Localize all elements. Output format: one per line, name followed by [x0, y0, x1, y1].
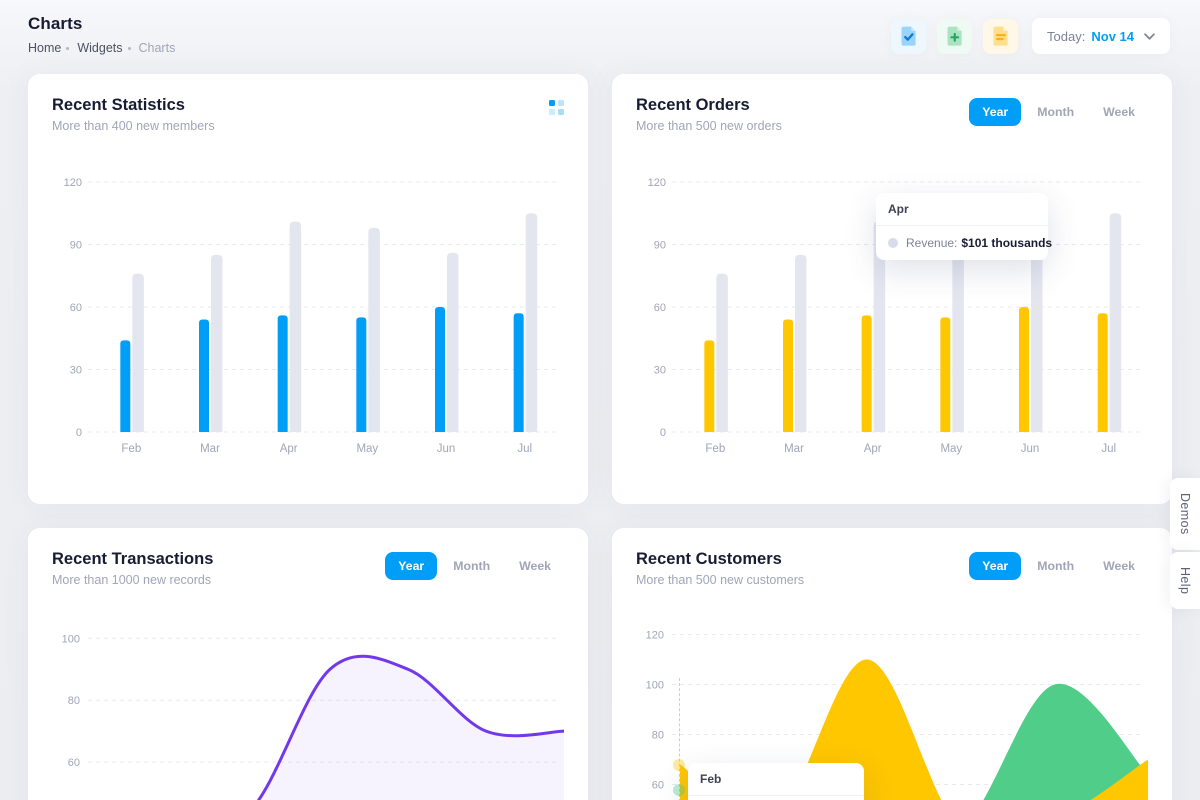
svg-text:120: 120	[646, 630, 664, 642]
top-toolbar: Today: Nov 14	[891, 18, 1170, 54]
svg-text:May: May	[356, 443, 378, 455]
period-tabs: Year Month Week	[969, 552, 1148, 580]
chevron-down-icon	[1144, 32, 1155, 40]
dots-grid-icon	[549, 100, 564, 115]
card-title: Recent Customers	[636, 550, 782, 568]
transactions-line-chart[interactable]: 60 80 100	[52, 612, 564, 800]
tab-week[interactable]: Week	[519, 559, 551, 573]
svg-text:60: 60	[652, 780, 664, 792]
breadcrumb-separator-icon	[127, 46, 131, 50]
customers-area-chart[interactable]: 60 80 100 120	[636, 612, 1148, 800]
chart-tooltip: Apr Revenue: $101 thousands	[876, 193, 1052, 260]
svg-text:120: 120	[648, 177, 666, 189]
tooltip-series-label: Revenue:	[906, 236, 958, 250]
breadcrumb-separator-icon	[66, 46, 70, 50]
recent-customers-card: Recent Customers More than 500 new custo…	[612, 528, 1172, 800]
svg-text:Jun: Jun	[1021, 443, 1040, 455]
date-picker-label: Today:	[1047, 28, 1086, 44]
svg-text:Jul: Jul	[1101, 443, 1116, 455]
svg-text:Mar: Mar	[200, 443, 220, 455]
card-subtitle: More than 500 new orders	[636, 119, 782, 133]
file-lines-icon	[993, 26, 1008, 46]
file-plus-icon	[947, 26, 962, 46]
page-header: Charts Home Widgets Charts	[28, 14, 175, 55]
card-subtitle: More than 400 new members	[52, 119, 215, 133]
page-title: Charts	[28, 14, 83, 33]
file-plus-button[interactable]	[937, 18, 973, 54]
svg-text:60: 60	[70, 302, 82, 314]
breadcrumb-home[interactable]: Home	[28, 41, 62, 55]
svg-text:80: 80	[652, 730, 664, 742]
chart-tooltip: Feb	[688, 763, 864, 800]
file-check-button[interactable]	[891, 18, 927, 54]
help-side-tab[interactable]: Help	[1170, 552, 1200, 610]
card-title: Recent Statistics	[52, 96, 185, 114]
svg-text:Jun: Jun	[437, 443, 456, 455]
svg-text:100: 100	[62, 633, 80, 645]
breadcrumb-widgets[interactable]: Widgets	[77, 41, 123, 55]
svg-text:Feb: Feb	[121, 443, 141, 455]
period-tabs: Year Month Week	[385, 552, 564, 580]
orders-bar-chart[interactable]: 0 30 60 90 120 Feb Mar Apr May Jun Jul	[636, 164, 1148, 464]
tab-month[interactable]: Month	[453, 559, 491, 573]
svg-text:Jul: Jul	[517, 443, 532, 455]
tab-month[interactable]: Month	[1037, 559, 1075, 573]
svg-text:Apr: Apr	[864, 443, 882, 455]
breadcrumb-current: Charts	[138, 41, 176, 55]
tooltip-title: Feb	[688, 763, 864, 796]
svg-text:Feb: Feb	[705, 443, 725, 455]
series-dot-icon	[888, 238, 898, 248]
tab-week[interactable]: Week	[1103, 559, 1135, 573]
date-picker-button[interactable]: Today: Nov 14	[1032, 18, 1170, 54]
hover-crosshair	[679, 678, 680, 800]
svg-text:80: 80	[68, 695, 80, 707]
svg-text:30: 30	[654, 365, 666, 377]
card-title: Recent Transactions	[52, 550, 214, 568]
svg-text:May: May	[940, 443, 962, 455]
tab-month[interactable]: Month	[1037, 105, 1075, 119]
demos-side-tab[interactable]: Demos	[1170, 478, 1200, 550]
date-picker-value: Nov 14	[1091, 28, 1134, 44]
svg-text:60: 60	[68, 757, 80, 769]
yellow-point-marker	[673, 759, 685, 771]
card-subtitle: More than 500 new customers	[636, 573, 805, 587]
svg-text:120: 120	[64, 177, 82, 189]
file-check-icon	[901, 26, 916, 46]
card-subtitle: More than 1000 new records	[52, 573, 212, 587]
svg-text:Mar: Mar	[784, 443, 804, 455]
svg-text:90: 90	[70, 240, 82, 252]
svg-text:0: 0	[76, 427, 82, 439]
green-point-marker	[673, 784, 685, 796]
file-lines-button[interactable]	[983, 18, 1019, 54]
recent-transactions-card: Recent Transactions More than 1000 new r…	[28, 528, 588, 800]
tab-week[interactable]: Week	[1103, 105, 1135, 119]
svg-text:30: 30	[70, 365, 82, 377]
tab-year[interactable]: Year	[385, 552, 438, 580]
svg-text:Apr: Apr	[280, 443, 298, 455]
tab-year[interactable]: Year	[969, 552, 1022, 580]
svg-text:60: 60	[654, 302, 666, 314]
tab-year[interactable]: Year	[969, 98, 1022, 126]
period-tabs: Year Month Week	[969, 98, 1148, 126]
tooltip-title: Apr	[876, 193, 1048, 226]
svg-text:0: 0	[660, 427, 666, 439]
tooltip-value: $101 thousands	[961, 236, 1053, 250]
card-menu-button[interactable]	[549, 100, 564, 120]
card-title: Recent Orders	[636, 96, 750, 114]
svg-text:90: 90	[654, 240, 666, 252]
breadcrumb: Home Widgets Charts	[28, 41, 175, 55]
recent-orders-card: Recent Orders More than 500 new orders Y…	[612, 74, 1172, 504]
svg-text:100: 100	[646, 680, 664, 692]
recent-statistics-card: Recent Statistics More than 400 new memb…	[28, 74, 588, 504]
statistics-bar-chart[interactable]: 0 30 60 90 120 Feb Mar Apr May Jun Jul	[52, 164, 564, 464]
